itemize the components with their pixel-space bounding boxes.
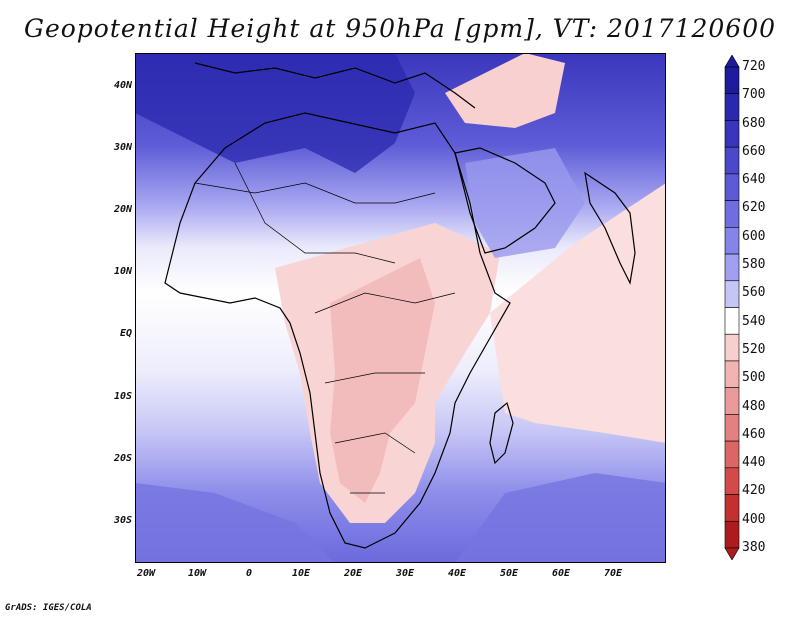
lat-label: EQ [119, 328, 132, 339]
colorbar-swatch [724, 333, 740, 362]
colorbar [724, 55, 740, 560]
colorbar-label: 620 [742, 200, 766, 216]
lon-label: 60E [551, 568, 571, 579]
colorbar-swatch [724, 414, 740, 442]
colorbar-swatch [724, 307, 740, 335]
colorbar-label: 600 [742, 228, 766, 244]
colorbar-label: 480 [742, 398, 766, 414]
lon-label: 40E [447, 568, 467, 579]
colorbar-label: 400 [742, 511, 766, 527]
lon-label: 70E [603, 568, 623, 579]
colorbar-arrow-bottom [724, 547, 740, 560]
colorbar-label: 440 [742, 455, 766, 471]
lat-label: 10N [113, 266, 132, 277]
colorbar-swatch [724, 467, 740, 495]
coastline-madagascar [489, 401, 514, 465]
colorbar-swatch [724, 227, 740, 255]
lat-label: 30S [113, 515, 132, 526]
coastline-india [584, 171, 636, 285]
colorbar-label: 700 [742, 87, 766, 103]
lat-label: 20S [113, 453, 132, 464]
colorbar-label: 640 [742, 172, 766, 188]
high-field-south-indian [455, 473, 666, 563]
lat-label: 30N [113, 142, 132, 153]
high-field-arabia [465, 148, 585, 258]
credit-text: GrADS: IGES/COLA [5, 603, 92, 613]
map-title: Geopotential Height at 950hPa [gpm], VT:… [23, 14, 777, 43]
lon-label: 0 [245, 568, 253, 579]
high-field-south-atlantic [135, 483, 335, 563]
colorbar-label: 380 [742, 540, 766, 555]
colorbar-label: 540 [742, 313, 766, 329]
coastline-europe [194, 62, 476, 109]
colorbar-arrow-top [724, 55, 740, 68]
colorbar-swatch [724, 440, 740, 469]
colorbar-label: 680 [742, 115, 766, 131]
colorbar-swatch [724, 253, 740, 282]
lat-label: 20N [113, 204, 132, 215]
colorbar-swatch [724, 280, 740, 308]
colorbar-label: 660 [742, 143, 766, 159]
colorbar-label: 520 [742, 341, 766, 357]
colorbar-label: 460 [742, 426, 766, 442]
lon-label: 10W [187, 568, 207, 579]
low-field-africa-core [330, 258, 435, 503]
colorbar-swatch [724, 173, 740, 201]
country-borders [194, 162, 456, 494]
map-frame [135, 53, 666, 563]
colorbar-label: 580 [742, 257, 766, 273]
lon-label: 10E [291, 568, 311, 579]
coastline-africa [164, 112, 511, 549]
coastline-arabia [454, 147, 556, 254]
colorbar-swatch [724, 200, 740, 228]
colorbar-swatch [724, 66, 740, 95]
lon-label: 20W [136, 568, 156, 579]
colorbar-label: 560 [742, 285, 766, 301]
colorbar-label: 500 [742, 370, 766, 386]
colorbar-swatch [724, 120, 740, 148]
colorbar-swatch [724, 520, 740, 549]
lon-label: 50E [499, 568, 519, 579]
colorbar-swatch [724, 387, 740, 415]
colorbar-swatch [724, 93, 740, 121]
lat-label: 10S [113, 391, 132, 402]
lon-label: 30E [395, 568, 415, 579]
colorbar-swatch [724, 494, 740, 522]
high-field-sahara [135, 53, 415, 173]
colorbar-label: 720 [742, 59, 766, 74]
lon-label: 20E [343, 568, 363, 579]
colorbar-swatch [724, 146, 740, 175]
colorbar-label: 420 [742, 483, 766, 499]
colorbar-swatch [724, 360, 740, 388]
low-field-indian-ocean [490, 183, 666, 443]
geopotential-map [135, 53, 666, 563]
lat-label: 40N [113, 80, 132, 91]
low-field-middle-east [445, 53, 565, 128]
